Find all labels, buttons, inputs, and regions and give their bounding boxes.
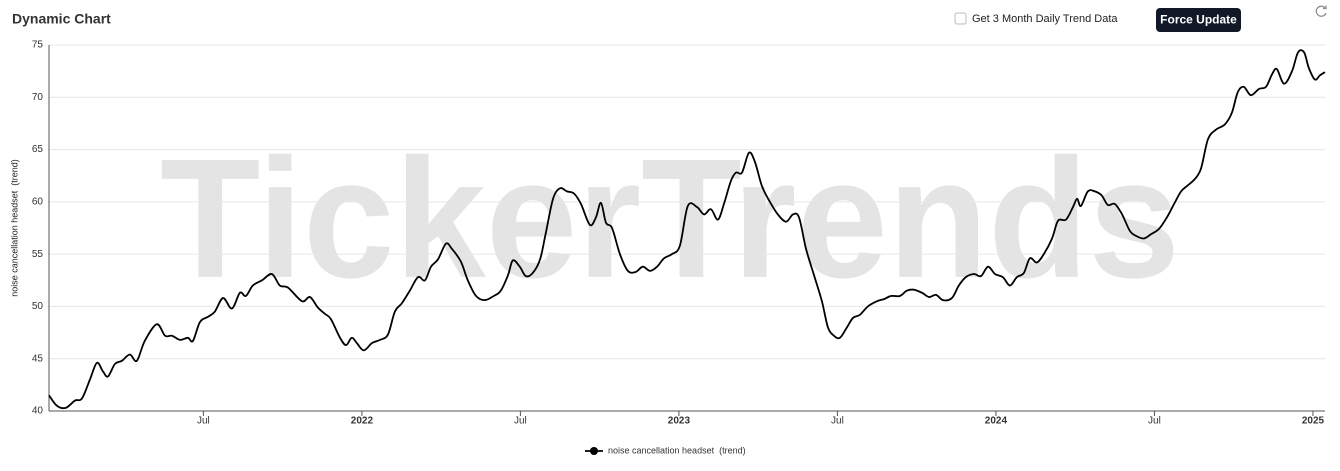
y-axis-label: noise cancellation headset (trend) [9,159,19,297]
trend-line [48,49,1326,410]
plot: TickerTrends 40 45 50 55 60 65 70 75 Jul 2022 Jul 20… [9,40,1326,455]
x-tick-label: Jul [514,416,527,427]
x-tick-label: Jul [1148,416,1161,427]
checkbox[interactable] [954,12,967,25]
x-tick-label: 2024 [985,416,1008,427]
watermark: TickerTrends [160,124,1180,314]
x-tick-label: Jul [831,416,844,427]
button-bg[interactable] [1156,8,1241,32]
button-label[interactable]: Force Update [1160,13,1237,27]
refresh-arrow[interactable] [1323,5,1327,10]
y-tick-label: 75 [32,40,44,51]
legend-item: noise cancellation headset (trend) [585,445,746,455]
y-tick-label: 45 [32,353,44,364]
y-tick-label: 60 [32,196,44,207]
x-tick-label: Jul [197,416,210,427]
force-update-button[interactable]: Force Update [1156,8,1241,32]
y-tick-label: 55 [32,249,44,260]
x-tick-label: 2022 [351,416,374,427]
y-tick-label: 65 [32,144,44,155]
refresh-arc[interactable] [1315,5,1327,17]
legend-label: noise cancellation headset (trend) [608,445,746,455]
y-tick-label: 70 [32,92,44,103]
page-title: Dynamic Chart [12,11,111,27]
x-tick-label: 2023 [668,416,691,427]
checkbox-group[interactable]: Get 3 Month Daily Trend Data [954,12,1118,25]
refresh-icon[interactable] [1315,5,1327,17]
checkbox-label[interactable]: Get 3 Month Daily Trend Data [972,13,1118,25]
y-tick-label: 50 [32,301,44,312]
legend-dot [590,447,598,455]
x-tick-label: 2025 [1302,416,1325,427]
y-tick-label: 40 [32,406,44,417]
